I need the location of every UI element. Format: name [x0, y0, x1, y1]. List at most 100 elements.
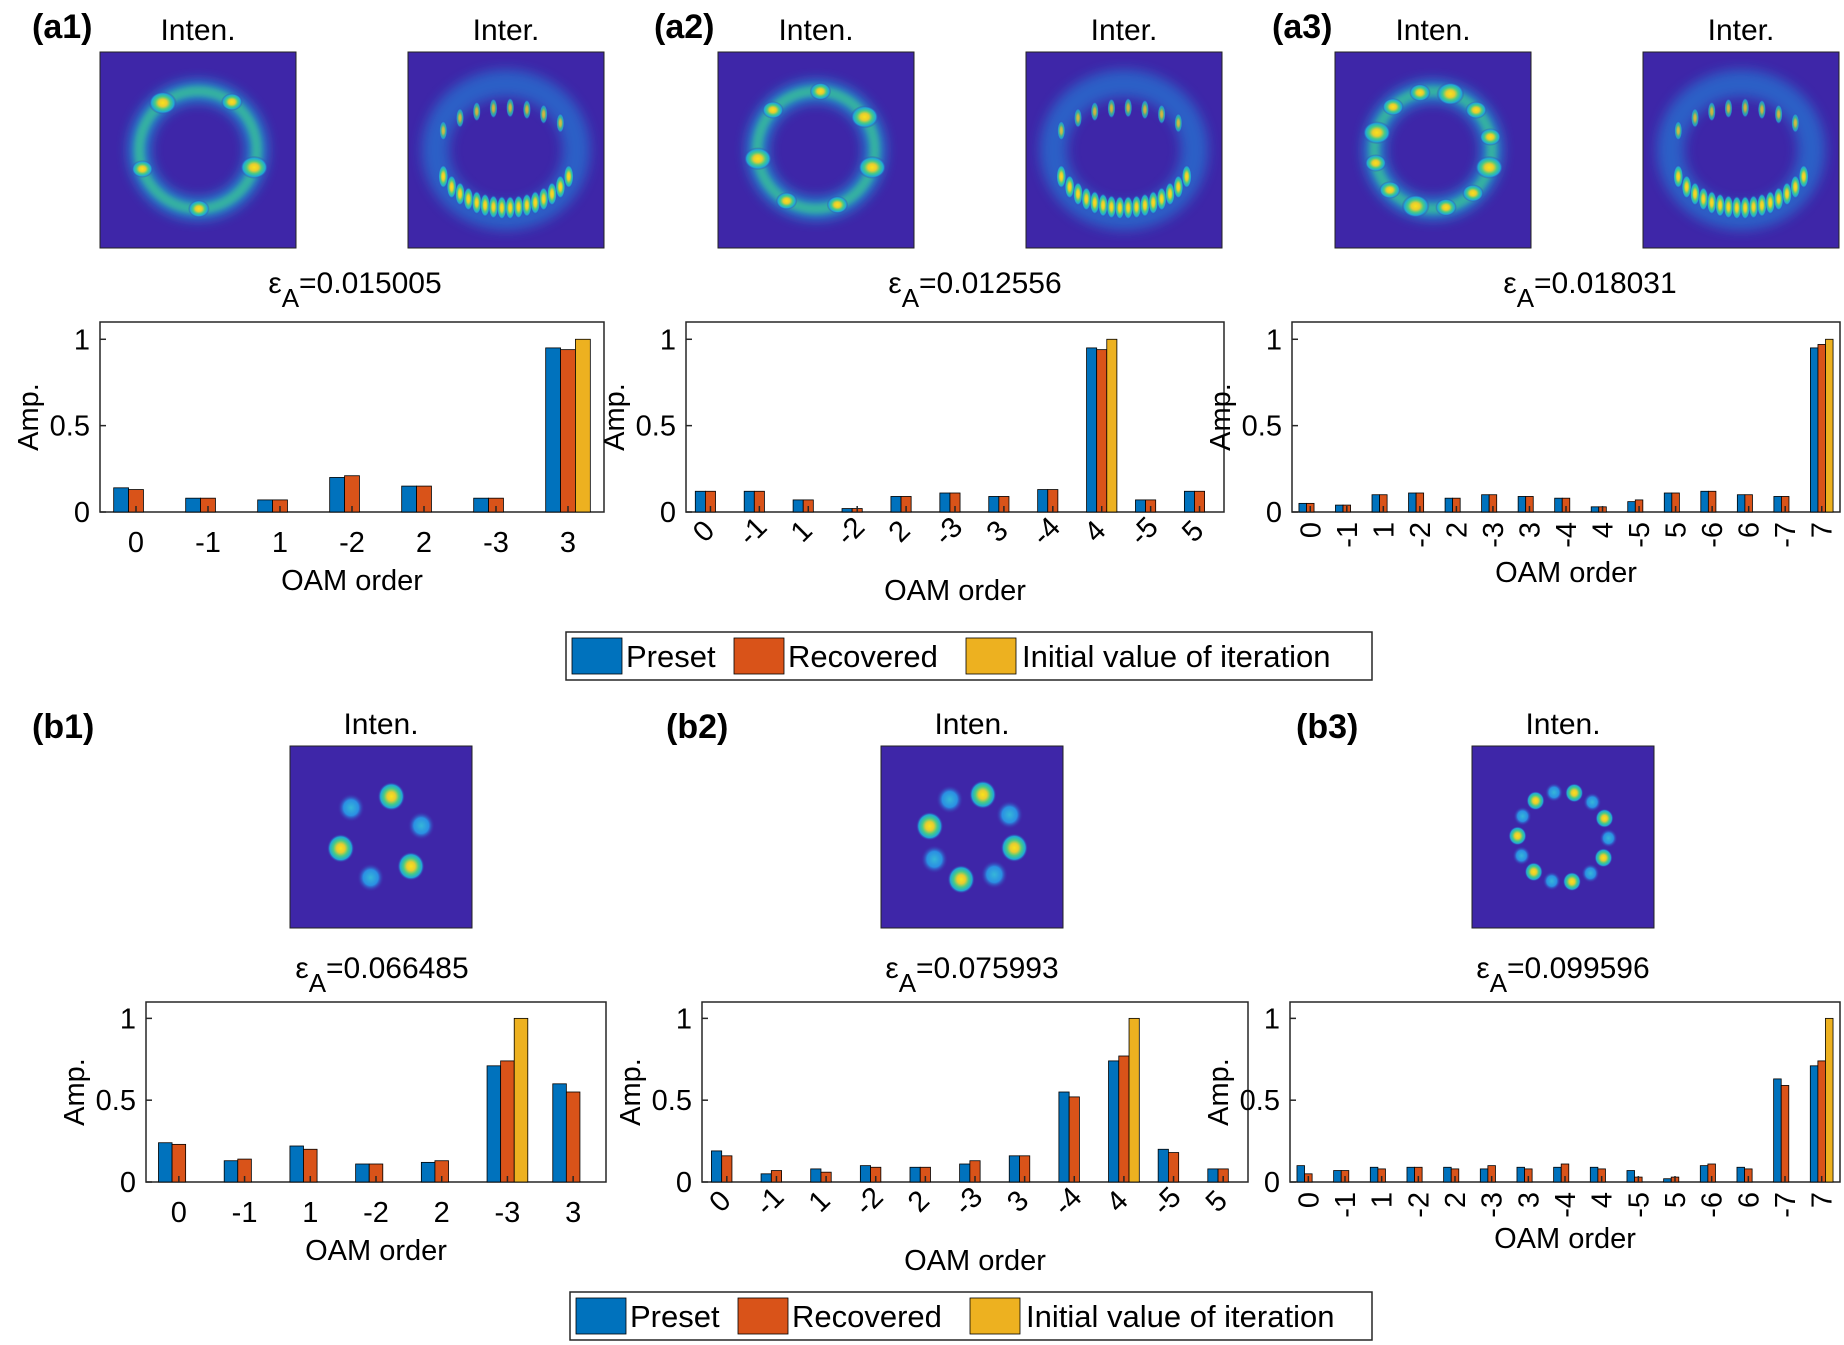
panel-a1: (a1) Inten. Inter. εA=0.015005 0 0.5 1 Amp. 0 -1 1… [13, 8, 605, 597]
panel-b2: (b2) Inten. εA=0.075993 0 0.5 1 Amp. 0 -1 1 -2 2 -3 3… [615, 708, 1249, 1277]
x-tick-label: -1 [750, 1181, 791, 1222]
y-tick-label: 1 [74, 324, 90, 356]
error-metric: εA=0.075993 [885, 952, 1058, 998]
y-tick-label: 0.5 [1240, 1085, 1280, 1117]
legend-label-2: Initial value of iteration [1022, 639, 1330, 674]
interference-title: Inter. [1091, 14, 1158, 47]
y-tick-label: 0 [74, 497, 90, 529]
y-tick-label: 0 [1266, 497, 1282, 529]
legend-label-1: Recovered [788, 639, 938, 674]
bar-0 [1809, 1065, 1819, 1183]
bar-0 [486, 1065, 502, 1183]
bar-0 [694, 490, 706, 513]
beam-image-frame [289, 745, 473, 929]
bar-0 [552, 1083, 567, 1183]
error-symbol: ε [295, 952, 308, 985]
bar-0 [420, 1161, 436, 1183]
y-tick-label: 0.5 [636, 411, 676, 443]
legend-label-1: Recovered [792, 1299, 942, 1334]
x-tick-label: 1 [272, 527, 288, 559]
error-symbol: ε [888, 267, 901, 300]
x-tick-label: 4 [1588, 522, 1620, 538]
bar-0 [909, 1166, 921, 1183]
x-tick-label: 3 [565, 1197, 581, 1229]
legend-swatch-0 [571, 637, 623, 675]
legend: Preset Recovered Initial value of iteratio… [569, 1291, 1373, 1341]
bar-1 [1817, 344, 1826, 513]
x-tick-label: 2 [434, 1197, 450, 1229]
legend-swatch-2 [969, 1297, 1021, 1335]
x-tick-label: -3 [948, 1181, 989, 1222]
x-tick-label: 1 [785, 515, 819, 549]
x-tick-label: 4 [1587, 1192, 1619, 1208]
intensity-title: Inten. [1525, 708, 1600, 741]
error-value: =0.075993 [916, 952, 1059, 985]
bar-0 [1037, 489, 1049, 513]
y-axis-label: Amp. [13, 383, 45, 451]
x-tick-label: 1 [1368, 522, 1400, 538]
x-tick-label: 3 [1514, 522, 1546, 538]
error-metric: εA=0.015005 [268, 267, 441, 313]
bar-2 [1106, 338, 1118, 513]
bar-0 [545, 347, 561, 513]
bar-0 [1773, 1078, 1782, 1183]
x-tick-label: 2 [1440, 1192, 1472, 1208]
x-axis-label: OAM order [904, 1245, 1046, 1277]
panel-label: (b2) [666, 708, 728, 746]
bar-2 [1825, 338, 1834, 513]
bar-0 [1700, 490, 1709, 513]
x-tick-label: 2 [883, 515, 917, 549]
panel-label: (b1) [32, 708, 94, 746]
bar-0 [223, 1160, 239, 1183]
x-tick-label: 5 [1200, 1185, 1234, 1219]
panel-label: (a1) [32, 8, 92, 46]
y-tick-label: 0.5 [50, 411, 90, 443]
bar-0 [1086, 347, 1098, 513]
bar-0 [1590, 506, 1600, 513]
bar-0 [158, 1142, 173, 1183]
panel-a2: (a2) Inten. Inter. εA=0.012556 0 0.5 1 Amp. 0 -1 1… [599, 8, 1225, 607]
x-axis-label: OAM order [281, 565, 423, 597]
bar-0 [1108, 1060, 1120, 1183]
bar-0 [743, 490, 755, 513]
error-subscript: A [309, 968, 327, 998]
x-tick-label: 4 [1101, 1185, 1135, 1219]
beam-pattern [743, 80, 887, 220]
bar-1 [1817, 1060, 1826, 1183]
beam-pattern [1362, 80, 1504, 220]
error-metric: εA=0.099596 [1476, 952, 1649, 998]
bar-0 [473, 497, 489, 513]
x-tick-label: 5 [1660, 1192, 1692, 1208]
intensity-title: Inten. [934, 708, 1009, 741]
error-symbol: ε [268, 267, 281, 300]
bar-2 [575, 338, 591, 513]
bar-0 [185, 497, 201, 513]
x-tick-label: 6 [1733, 1192, 1765, 1208]
bar-0 [1736, 1166, 1745, 1183]
bar-0 [1736, 494, 1746, 513]
beam-pattern [327, 782, 435, 892]
intensity-title: Inten. [1395, 14, 1470, 47]
bar-0 [1627, 501, 1636, 513]
x-tick-label: -3 [1477, 1192, 1509, 1218]
bar-0 [329, 477, 345, 513]
bar-0 [711, 1150, 723, 1183]
error-symbol: ε [885, 952, 898, 985]
plot-area [1291, 321, 1841, 513]
bar-0 [1481, 494, 1490, 513]
y-tick-label: 1 [1266, 324, 1282, 356]
bar-0 [988, 496, 1000, 513]
beam-pattern [128, 80, 269, 220]
plot-area [685, 321, 1225, 513]
x-tick-label: -7 [1770, 1192, 1802, 1218]
x-tick-label: -2 [849, 1181, 890, 1222]
x-tick-label: 1 [803, 1185, 837, 1219]
x-tick-label: 2 [1441, 522, 1473, 538]
x-tick-label: -5 [1124, 511, 1165, 552]
bar-0 [939, 492, 951, 513]
y-tick-label: 0.5 [1242, 411, 1282, 443]
error-subscript: A [902, 283, 920, 313]
legend-label-2: Initial value of iteration [1026, 1299, 1334, 1334]
x-tick-label: 2 [902, 1185, 936, 1219]
